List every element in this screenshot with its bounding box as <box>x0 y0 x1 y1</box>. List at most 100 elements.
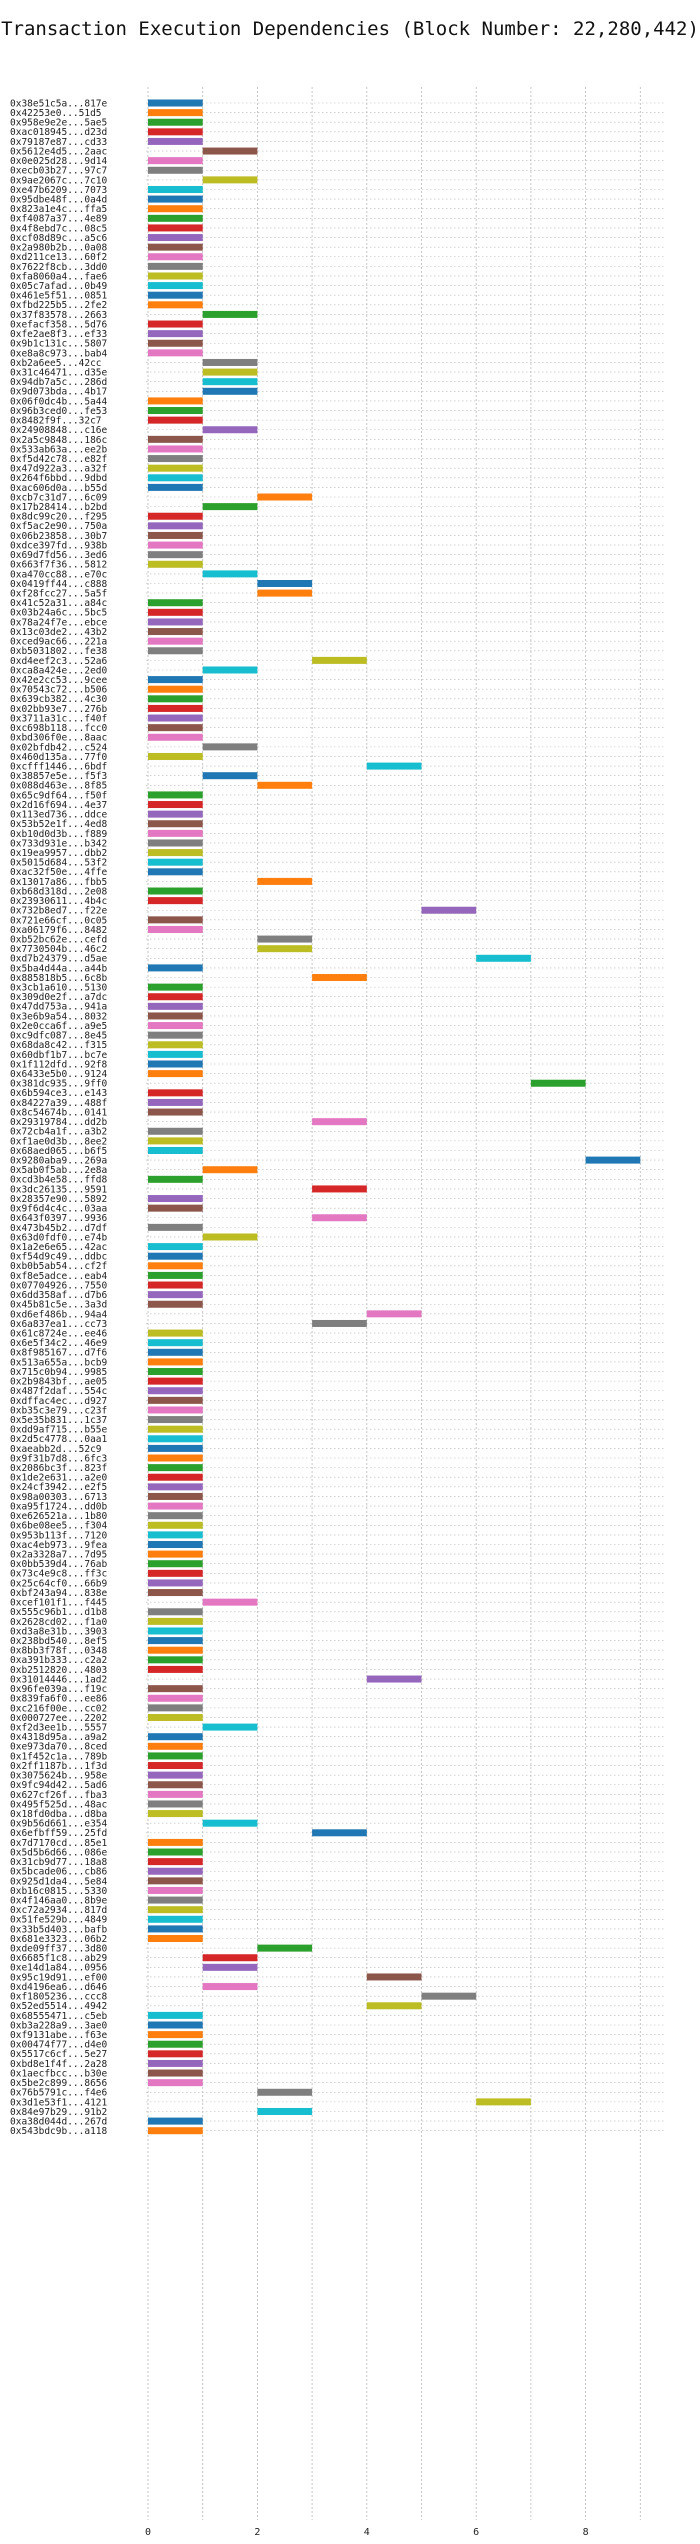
transaction-label: 0x06f0dc4b...5a44 <box>10 396 108 407</box>
y-tick-labels: 0x38e51c5a...817e0x42253e0...51d50x958e9… <box>10 98 108 2137</box>
transaction-label: 0xe14d1a84...0956 <box>10 1963 108 1974</box>
transaction-bar <box>148 330 203 338</box>
transaction-bar <box>148 1935 203 1943</box>
transaction-label: 0x6a837ea1...cc73 <box>10 1319 107 1330</box>
transaction-label: 0x69d7fd56...3ed6 <box>10 550 108 561</box>
transaction-bar <box>148 733 203 741</box>
transaction-label: 0x2d16f694...4e37 <box>10 800 107 811</box>
transaction-bar <box>148 1473 203 1481</box>
transaction-label: 0xb2a6ee5...42cc <box>10 358 102 369</box>
transaction-label: 0x5ba4d44a...a44b <box>10 963 108 974</box>
transaction-label: 0x96b3ced0...fe53 <box>10 406 107 417</box>
transaction-label: 0x3e6b9a54...8032 <box>10 1011 107 1022</box>
transaction-label: 0x1f452c1a...789b <box>10 1751 108 1762</box>
transaction-label: 0x9b1c131c...5807 <box>10 339 107 350</box>
transaction-bar <box>202 743 258 751</box>
transaction-bar <box>202 147 258 155</box>
transaction-bar <box>148 1098 203 1106</box>
transaction-label: 0x79187e87...cd33 <box>10 137 107 148</box>
transaction-bar <box>148 339 203 347</box>
transaction-label: 0x38857e5e...f5f3 <box>10 771 107 782</box>
transaction-bar <box>202 570 258 578</box>
transaction-label: 0x02bb93e7...276b <box>10 704 108 715</box>
x-tick-label: 0 <box>145 2527 151 2538</box>
transaction-label: 0x02bfdb42...c524 <box>10 742 108 753</box>
transaction-bar <box>202 1598 258 1606</box>
transaction-bar <box>148 1108 203 1116</box>
transaction-bar <box>148 1329 203 1337</box>
transaction-label: 0x51fe529b...4849 <box>10 1915 108 1926</box>
transaction-label: 0xb68d318d...2e08 <box>10 886 108 897</box>
transaction-label: 0x627cf26f...fba3 <box>10 1790 107 1801</box>
transaction-label: 0xa38d044d...267d <box>10 2117 107 2128</box>
transaction-bar <box>202 1723 258 1731</box>
transaction-bar <box>366 1973 422 1981</box>
transaction-label: 0x7730504b...46c2 <box>10 944 107 955</box>
transaction-label: 0x06b23858...30b7 <box>10 531 107 542</box>
transaction-bar <box>148 1041 203 1049</box>
transaction-label: 0x5612e4d5...2aac <box>10 146 107 157</box>
transaction-label: 0xf2d3ee1b...5557 <box>10 1722 107 1733</box>
transaction-bar <box>148 1790 203 1798</box>
transaction-bar <box>312 1185 367 1193</box>
transaction-label: 0x885818b5...6c8b <box>10 973 108 984</box>
transaction-label: 0x23930611...4b4c <box>10 896 107 907</box>
transaction-label: 0x823a1e4c...ffa5 <box>10 204 107 215</box>
transaction-bar <box>148 253 203 261</box>
transaction-label: 0xc698b118...fcc0 <box>10 723 108 734</box>
transaction-label: 0xd4196ea6...d646 <box>10 1982 108 1993</box>
transaction-bar <box>148 964 203 972</box>
transaction-label: 0x47d922a3...a32f <box>10 464 107 475</box>
transaction-bar <box>148 647 203 655</box>
transaction-bar <box>148 2079 203 2087</box>
transaction-bar <box>148 1070 203 1078</box>
bars <box>148 99 641 2135</box>
transaction-label: 0x6e5f34c2...46e9 <box>10 1338 108 1349</box>
transaction-label: 0x65c9df64...f50f <box>10 790 107 801</box>
transaction-bar <box>202 666 258 674</box>
transaction-label: 0x6dd358af...d7b6 <box>10 1290 108 1301</box>
transaction-label: 0x0419ff44...c888 <box>10 579 108 590</box>
transaction-bar <box>148 1579 203 1587</box>
transaction-bar <box>148 1204 203 1212</box>
transaction-bar <box>148 1050 203 1058</box>
transaction-label: 0x37f83578...2663 <box>10 310 107 321</box>
transaction-bar <box>148 1512 203 1520</box>
x-tick-label: 4 <box>364 2527 370 2538</box>
transaction-label: 0xb10d0d3b...f889 <box>10 829 108 840</box>
transaction-label: 0xf28fcc27...5a5f <box>10 589 107 600</box>
transaction-bar <box>148 1002 203 1010</box>
transaction-bar <box>148 1406 203 1414</box>
transaction-label: 0x9280aba9...269a <box>10 1156 107 1167</box>
transaction-bar <box>148 1713 203 1721</box>
transaction-bar <box>257 2088 313 2096</box>
transaction-label: 0x113ed736...ddce <box>10 810 108 821</box>
transaction-bar <box>148 1175 203 1183</box>
transaction-label: 0xe626521a...1b80 <box>10 1511 108 1522</box>
transaction-label: 0x53b52e1f...4ed8 <box>10 819 108 830</box>
transaction-bar <box>202 176 258 184</box>
transaction-label: 0x84e97b29...91b2 <box>10 2107 107 2118</box>
transaction-bar <box>148 1483 203 1491</box>
transaction-label: 0xf1805236...ccc8 <box>10 1992 108 2003</box>
transaction-bar <box>148 801 203 809</box>
transaction-bar <box>148 397 203 405</box>
transaction-bar <box>148 2031 203 2039</box>
transaction-label: 0xf4087a37...4e89 <box>10 214 108 225</box>
transaction-label: 0xfa8060a4...fae6 <box>10 271 108 282</box>
transaction-label: 0xfbd225b5...2fe2 <box>10 300 107 311</box>
transaction-bar <box>148 1915 203 1923</box>
transaction-label: 0xdffac4ec...d927 <box>10 1396 107 1407</box>
transaction-bar <box>148 983 203 991</box>
transaction-label: 0x70543c72...b506 <box>10 685 108 696</box>
transaction-bar <box>148 1377 203 1385</box>
transaction-label: 0xac606d0a...b55d <box>10 483 107 494</box>
transaction-label: 0x2086bc3f...823f <box>10 1463 107 1474</box>
transaction-bar <box>148 224 203 232</box>
transaction-bar <box>257 935 313 943</box>
transaction-bar <box>148 1195 203 1203</box>
transaction-label: 0x61c8724e...ee46 <box>10 1328 108 1339</box>
transaction-label: 0x5517c6cf...5e27 <box>10 2049 107 2060</box>
transaction-label: 0x13017a86...fbb5 <box>10 877 107 888</box>
transaction-label: 0x5be2c899...8656 <box>10 2078 108 2089</box>
